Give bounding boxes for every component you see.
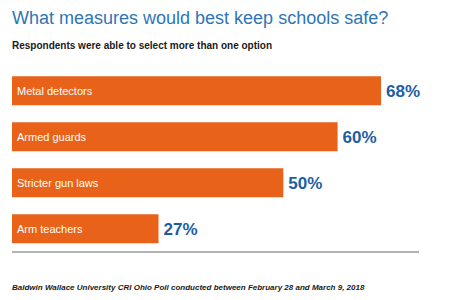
svg-text:Armed guards: Armed guards <box>17 131 87 143</box>
svg-text:27%: 27% <box>164 220 198 239</box>
svg-text:Arm teachers: Arm teachers <box>17 223 83 235</box>
html-text:Respondents were able to selec: Respondents were able to select more tha… <box>12 40 272 51</box>
html-text:Baldwin Wallace University CRI: Baldwin Wallace University CRI Ohio Poll… <box>12 283 365 292</box>
svg-text:Metal detectors: Metal detectors <box>17 85 93 97</box>
svg-text:50%: 50% <box>288 174 322 193</box>
html-text:What measures would best keep: What measures would best keep schools sa… <box>12 8 389 28</box>
svg-text:Stricter gun laws: Stricter gun laws <box>17 177 99 189</box>
svg-text:68%: 68% <box>386 82 420 101</box>
svg-text:60%: 60% <box>343 128 377 147</box>
